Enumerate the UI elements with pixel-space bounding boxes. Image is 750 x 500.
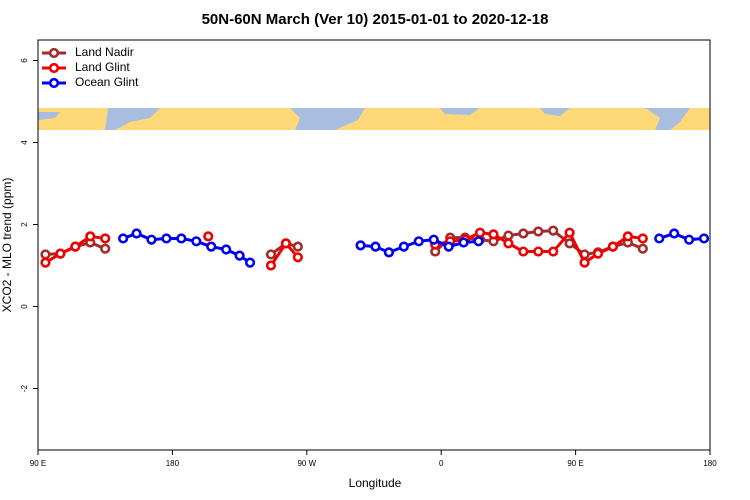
legend-marker bbox=[48, 47, 60, 59]
data-point bbox=[683, 234, 695, 245]
legend-label: Land Nadir bbox=[75, 45, 134, 59]
data-point bbox=[244, 257, 256, 268]
legend-label: Ocean Glint bbox=[75, 75, 139, 89]
data-point bbox=[55, 248, 66, 259]
data-point bbox=[100, 233, 111, 244]
data-point bbox=[100, 243, 111, 254]
x-tick-label: 90 E bbox=[30, 459, 46, 468]
data-point bbox=[488, 229, 499, 240]
data-point bbox=[265, 260, 277, 271]
data-point bbox=[533, 226, 544, 237]
data-point bbox=[206, 241, 217, 252]
data-point bbox=[607, 241, 619, 252]
data-point bbox=[458, 237, 469, 248]
data-point bbox=[161, 233, 172, 244]
y-tick-label: 2 bbox=[20, 222, 29, 227]
data-point bbox=[280, 238, 291, 249]
data-point bbox=[355, 240, 366, 251]
data-point bbox=[40, 249, 51, 260]
data-point bbox=[637, 233, 648, 244]
chart-title: 50N-60N March (Ver 10) 2015-01-01 to 202… bbox=[202, 11, 549, 28]
plot-frame bbox=[37, 39, 711, 451]
data-point bbox=[473, 236, 484, 247]
data-point bbox=[592, 248, 604, 259]
data-point bbox=[518, 228, 529, 239]
data-point bbox=[131, 228, 142, 239]
legend-marker bbox=[48, 77, 60, 89]
data-point bbox=[654, 233, 665, 244]
legend-marker bbox=[48, 62, 60, 74]
map-strip bbox=[38, 108, 710, 130]
y-axis-label: XCO2 - MLO trend (ppm) bbox=[0, 178, 14, 313]
data-point bbox=[40, 257, 51, 268]
data-point bbox=[191, 236, 202, 247]
data-point bbox=[118, 233, 129, 244]
y-tick-label: 0 bbox=[20, 304, 29, 309]
data-point bbox=[503, 230, 514, 241]
data-point bbox=[622, 231, 633, 242]
legend-label: Land Glint bbox=[75, 60, 130, 74]
data-point bbox=[398, 241, 409, 252]
data-point bbox=[265, 249, 277, 260]
data-point bbox=[518, 246, 529, 257]
data-point bbox=[146, 234, 157, 245]
data-point bbox=[70, 241, 81, 252]
data-point bbox=[292, 252, 303, 263]
data-point bbox=[176, 233, 187, 244]
data-point bbox=[370, 241, 381, 252]
data-point bbox=[564, 227, 575, 238]
data-point bbox=[234, 250, 245, 261]
x-tick-label: 90 E bbox=[567, 459, 583, 468]
y-tick-label: 4 bbox=[20, 140, 29, 145]
data-point bbox=[443, 241, 454, 252]
data-point bbox=[548, 225, 559, 236]
data-point bbox=[221, 244, 232, 255]
x-tick-label: 180 bbox=[703, 459, 717, 468]
data-point bbox=[698, 233, 710, 244]
x-tick-label: 0 bbox=[439, 459, 444, 468]
x-axis-label: Longitude bbox=[349, 476, 402, 490]
y-tick-label: -2 bbox=[20, 384, 29, 392]
x-tick-label: 180 bbox=[166, 459, 180, 468]
data-point bbox=[292, 241, 303, 252]
data-point bbox=[85, 231, 96, 242]
data-point bbox=[413, 236, 424, 247]
data-point bbox=[533, 246, 544, 257]
data-point bbox=[428, 234, 439, 245]
data-point bbox=[548, 246, 559, 257]
data-point bbox=[203, 231, 214, 242]
x-tick-label: 90 W bbox=[297, 459, 316, 468]
data-point bbox=[503, 238, 514, 249]
data-point bbox=[637, 243, 648, 254]
data-point bbox=[474, 227, 486, 238]
data-point bbox=[579, 257, 590, 268]
y-tick-label: 6 bbox=[20, 58, 29, 63]
data-point bbox=[669, 228, 680, 239]
data-point bbox=[383, 247, 395, 258]
